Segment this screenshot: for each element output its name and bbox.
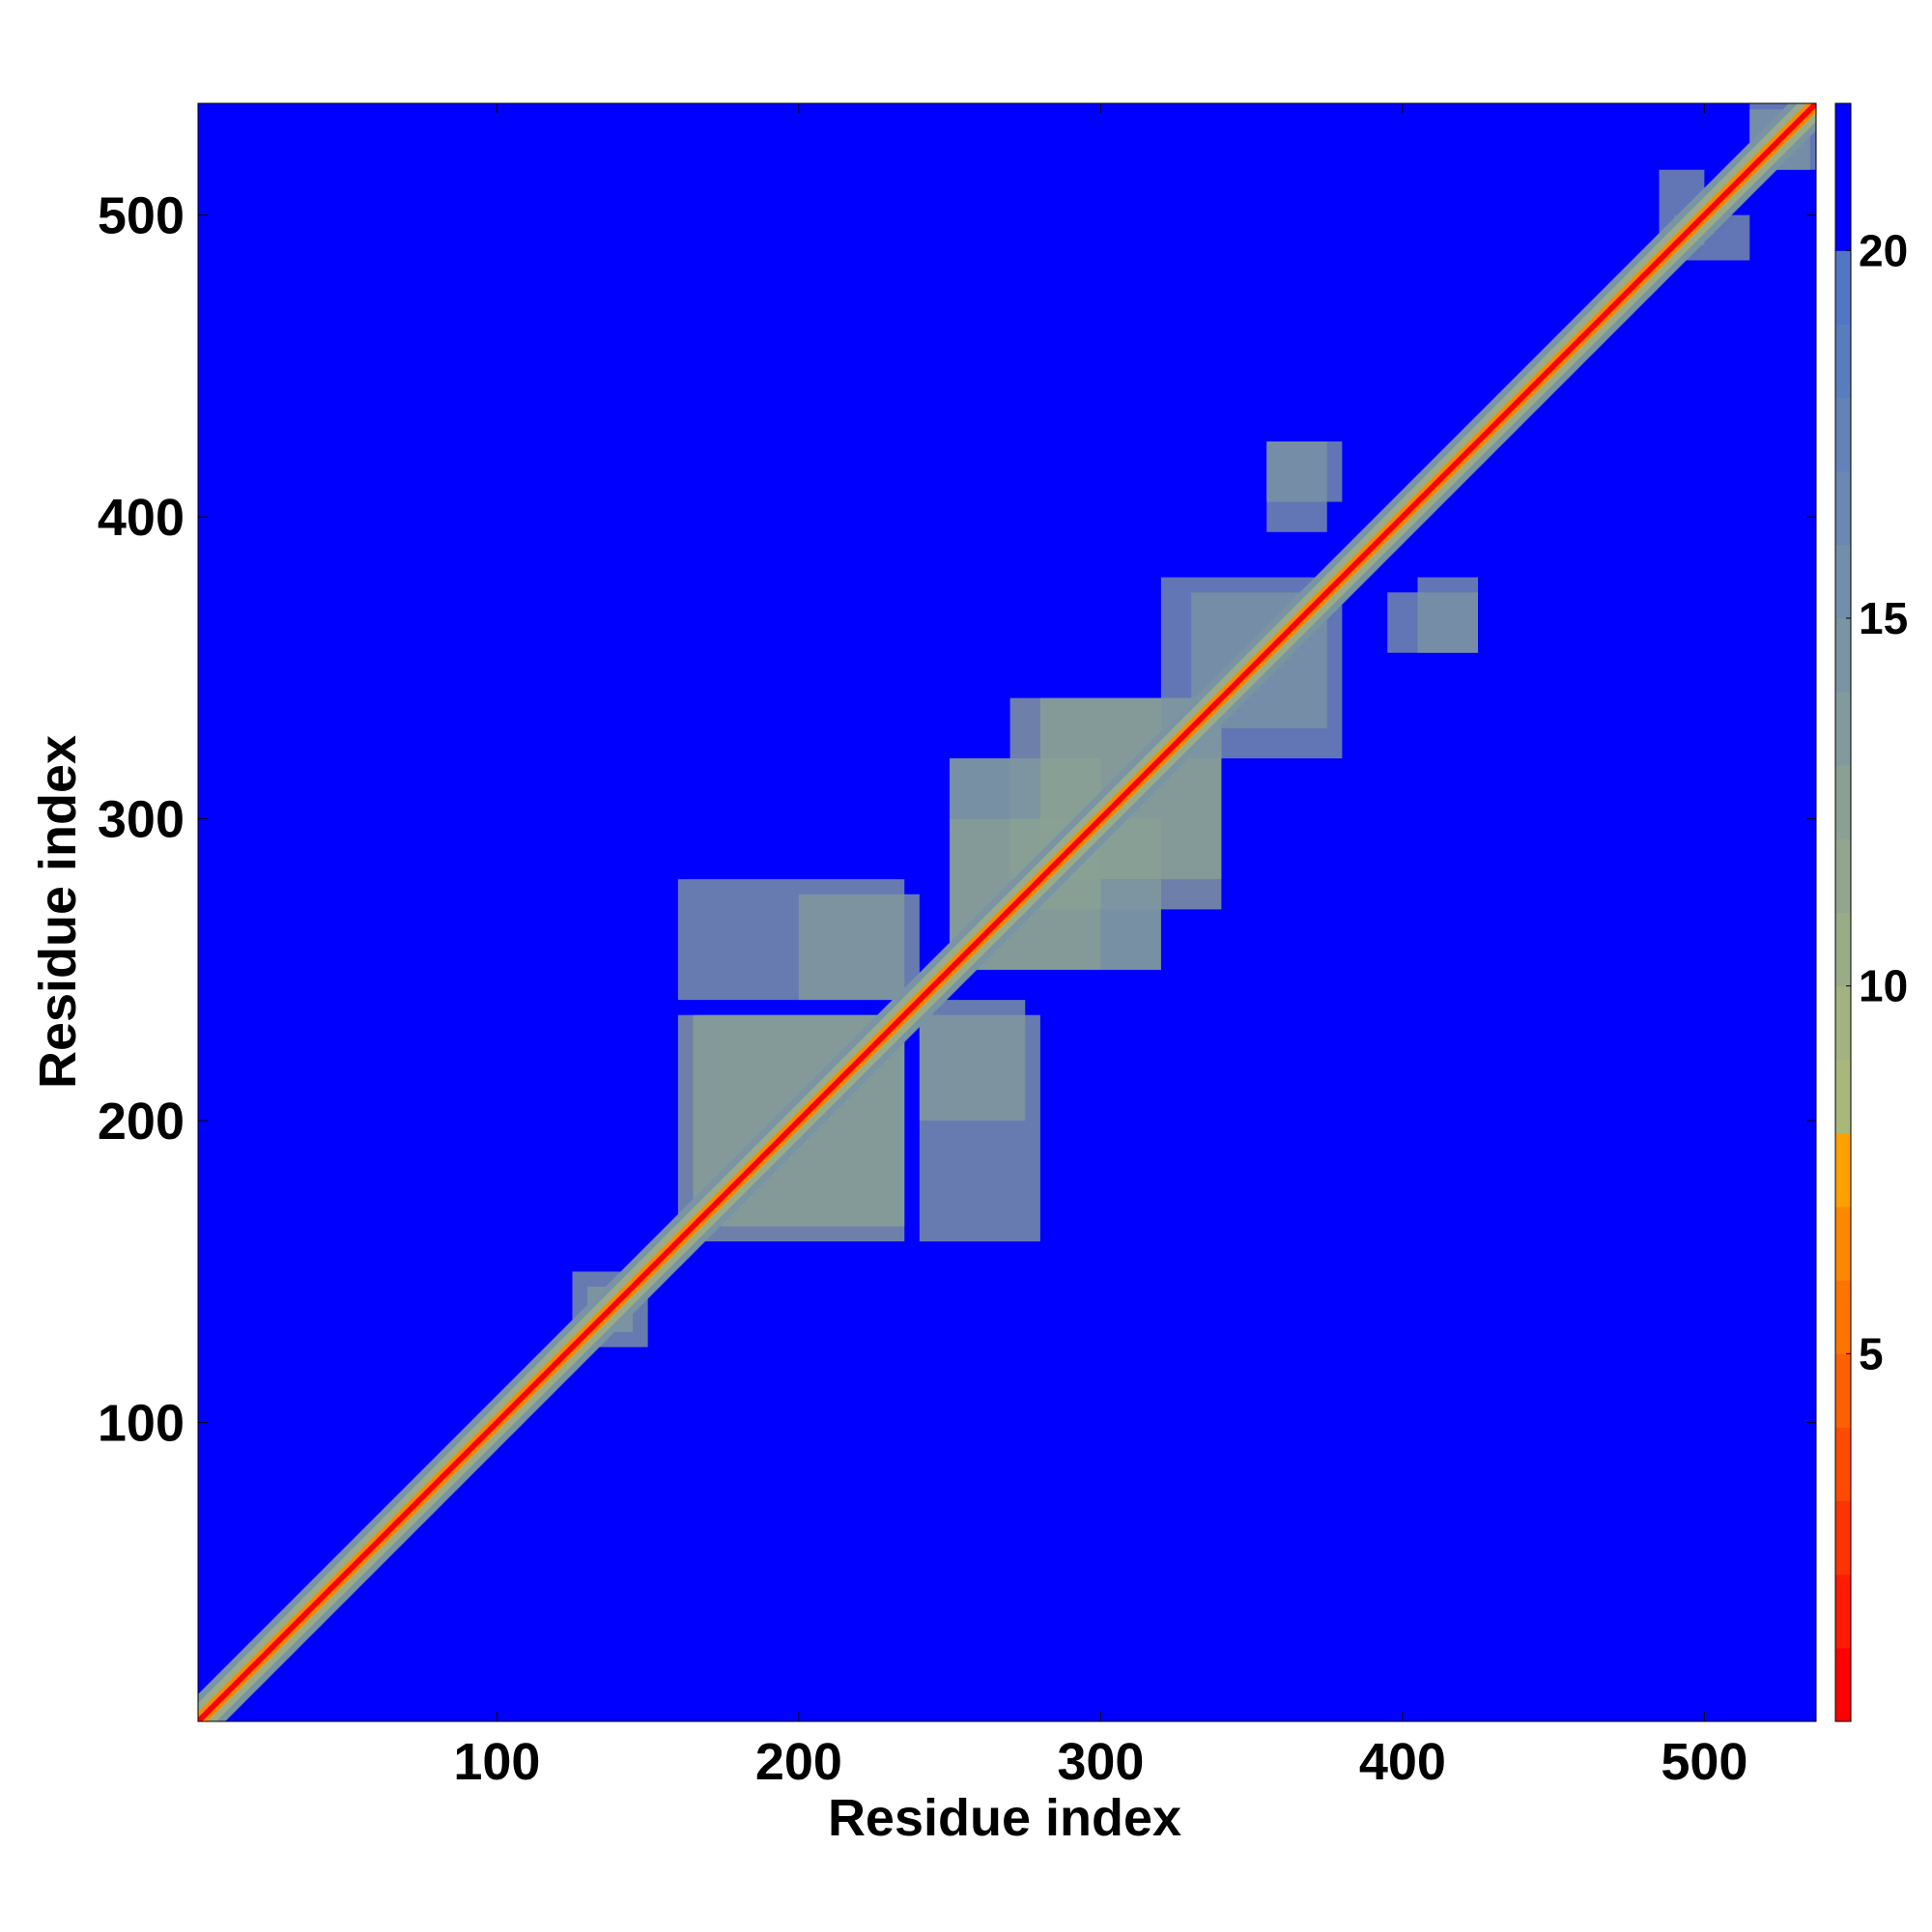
colorbar-band-16	[1835, 470, 1851, 546]
contact-region-8-mirror	[1266, 441, 1343, 502]
contact-region-2-mirror	[677, 879, 905, 1001]
contact-region-2	[919, 1014, 1040, 1242]
colorbar-frame	[1834, 102, 1852, 1722]
colorbar-band-18	[1835, 324, 1851, 399]
y-axis-ticks: 100 200 300 400 500	[98, 187, 1816, 1453]
y-axis-title: Residue index	[29, 735, 87, 1089]
colorbar-band-15	[1835, 544, 1851, 619]
x-tick-label-300: 300	[1057, 1733, 1144, 1791]
colorbar-band-4	[1835, 1353, 1851, 1428]
plot-frame	[197, 102, 1817, 1722]
colorbar-band-8	[1835, 1059, 1851, 1134]
colorbar-tick-label-5: 5	[1859, 1328, 1884, 1378]
colorbar-band-19	[1835, 250, 1851, 325]
colorbar-band-1	[1835, 1574, 1851, 1649]
colorbar-band-9	[1835, 985, 1851, 1061]
colorbar-band-11	[1835, 838, 1851, 913]
diagonal-band	[198, 103, 1816, 1721]
colorbar-band-6	[1835, 1207, 1851, 1281]
colorbar-band-0	[1835, 1647, 1851, 1722]
colorbar-tick-label-15: 15	[1859, 593, 1908, 643]
colorbar-tick-label-10: 10	[1859, 961, 1908, 1011]
colorbar-band-10	[1835, 912, 1851, 987]
diagonal-layer-3	[198, 103, 1816, 1721]
colorbar-band-7	[1835, 1132, 1851, 1208]
x-tick-label-400: 400	[1359, 1733, 1446, 1791]
colorbar-band-17	[1835, 397, 1851, 472]
contact-region-5	[1100, 879, 1161, 970]
plot-area	[197, 102, 1817, 1722]
x-tick-label-500: 500	[1661, 1733, 1747, 1791]
x-axis-ticks: 100 200 300 400 500	[453, 103, 1747, 1791]
x-tick-label-200: 200	[755, 1733, 842, 1791]
x-tick-label-100: 100	[453, 1733, 540, 1791]
y-tick-label-100: 100	[98, 1395, 185, 1453]
colorbar	[1834, 102, 1852, 1722]
colorbar-band-5	[1835, 1280, 1851, 1354]
colorbar-band-20	[1835, 103, 1851, 251]
x-axis-title: Residue index	[828, 1789, 1181, 1847]
colorbar-band-2	[1835, 1500, 1851, 1576]
colorbar-tick-label-20: 20	[1859, 225, 1908, 275]
colorbar-band-13	[1835, 692, 1851, 766]
contact-region-8	[1417, 577, 1478, 653]
colorbar-band-14	[1835, 617, 1851, 693]
y-tick-label-500: 500	[98, 187, 185, 245]
y-tick-label-400: 400	[98, 489, 185, 547]
contact-region-5-mirror	[950, 758, 1040, 819]
colorbar-ticks: 5 10 15 20	[1846, 225, 1908, 1378]
colorbar-band-12	[1835, 765, 1851, 839]
colorbar-band-3	[1835, 1427, 1851, 1502]
y-tick-label-200: 200	[98, 1093, 185, 1151]
y-tick-label-300: 300	[98, 791, 185, 849]
